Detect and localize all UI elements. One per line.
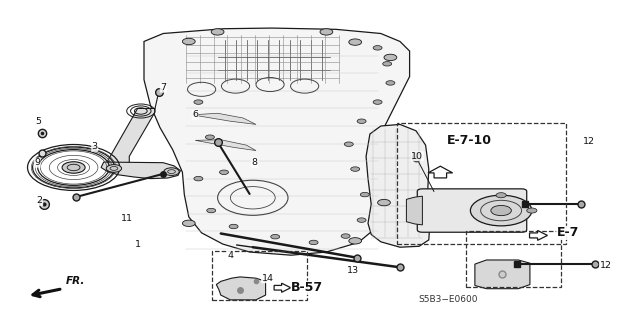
Circle shape: [62, 162, 85, 173]
Polygon shape: [108, 108, 155, 166]
Text: 4: 4: [227, 251, 234, 260]
Circle shape: [351, 167, 360, 171]
Polygon shape: [274, 283, 291, 292]
Circle shape: [320, 29, 333, 35]
Polygon shape: [475, 260, 530, 289]
Bar: [466, 231, 561, 287]
Polygon shape: [192, 113, 256, 124]
Circle shape: [491, 205, 511, 216]
Polygon shape: [216, 277, 266, 300]
Circle shape: [211, 29, 224, 35]
Text: 8: 8: [252, 158, 258, 167]
Circle shape: [229, 224, 238, 229]
Circle shape: [194, 100, 203, 104]
Circle shape: [349, 238, 362, 244]
Circle shape: [360, 192, 369, 197]
Circle shape: [373, 100, 382, 104]
Circle shape: [357, 218, 366, 222]
Circle shape: [220, 170, 228, 174]
Text: 7: 7: [160, 83, 166, 92]
Text: 6: 6: [192, 110, 198, 119]
Text: 13: 13: [348, 266, 359, 275]
Circle shape: [378, 199, 390, 206]
Text: B-57: B-57: [291, 281, 323, 294]
Text: 11: 11: [121, 214, 132, 223]
Circle shape: [207, 208, 216, 213]
Text: 12: 12: [583, 137, 595, 146]
Text: S5B3−E0600: S5B3−E0600: [419, 295, 477, 304]
Circle shape: [194, 176, 203, 181]
Text: E-7: E-7: [557, 226, 579, 239]
Polygon shape: [144, 28, 410, 255]
Polygon shape: [195, 140, 256, 151]
Circle shape: [271, 234, 280, 239]
FancyBboxPatch shape: [417, 189, 527, 232]
Circle shape: [182, 220, 195, 226]
Text: E-7-10: E-7-10: [447, 134, 492, 147]
Circle shape: [344, 142, 353, 146]
Circle shape: [470, 195, 532, 226]
Text: 12: 12: [600, 261, 611, 270]
Polygon shape: [428, 166, 452, 178]
Circle shape: [309, 240, 318, 245]
Text: 9: 9: [34, 158, 40, 167]
Circle shape: [349, 39, 362, 45]
Text: 1: 1: [134, 240, 141, 249]
Circle shape: [164, 168, 179, 175]
Circle shape: [384, 54, 397, 61]
Text: 14: 14: [262, 274, 273, 283]
Text: 3: 3: [92, 142, 98, 151]
Polygon shape: [101, 162, 180, 179]
Polygon shape: [366, 124, 430, 247]
Circle shape: [496, 193, 506, 198]
Circle shape: [357, 119, 366, 123]
Bar: [212, 251, 307, 300]
Circle shape: [182, 38, 195, 45]
Text: FR.: FR.: [66, 276, 85, 286]
Bar: [397, 123, 566, 244]
Circle shape: [527, 208, 537, 213]
Circle shape: [386, 81, 395, 85]
Polygon shape: [406, 196, 422, 225]
Text: 10: 10: [412, 152, 423, 161]
Circle shape: [373, 46, 382, 50]
Text: 5: 5: [35, 117, 42, 126]
Text: 2: 2: [36, 197, 43, 205]
Circle shape: [205, 135, 214, 139]
Circle shape: [383, 62, 392, 66]
Circle shape: [341, 234, 350, 238]
Bar: [218, 37, 330, 83]
Polygon shape: [529, 231, 547, 240]
Circle shape: [106, 165, 122, 172]
